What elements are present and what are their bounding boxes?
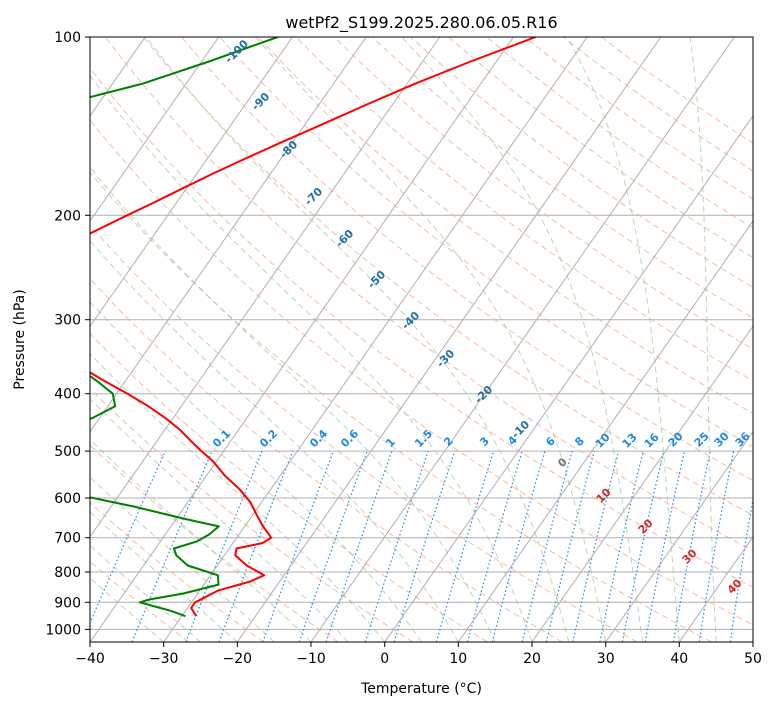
moist-adiabat-line <box>90 301 422 642</box>
dry-adiabat-line <box>333 37 753 350</box>
dry-adiabat-line <box>600 37 753 144</box>
moist-adiabats <box>90 37 717 642</box>
mixing-ratio-line <box>364 450 429 642</box>
mixing-ratio-line <box>621 450 665 642</box>
x-tick-label: 0 <box>380 651 389 667</box>
x-tick-label: −30 <box>149 651 179 667</box>
plot-frame <box>89 36 754 643</box>
y-axis-title: Pressure (hPa) <box>12 289 28 389</box>
y-tick-label: 900 <box>54 595 81 611</box>
mixing-ratio-line <box>90 450 166 625</box>
x-tick-label: 40 <box>670 651 688 667</box>
isotherm-line <box>90 37 220 222</box>
x-tick-label: 30 <box>597 651 615 667</box>
dry-adiabat-line <box>524 37 753 200</box>
mixing-ratio-line <box>131 450 213 642</box>
isotherm-line <box>90 37 367 433</box>
mixing-ratio-line <box>325 450 393 642</box>
dry-adiabat-line <box>90 502 264 642</box>
isotherm-line <box>531 325 753 642</box>
moist-adiabat-line <box>90 476 275 642</box>
x-axis-ticks: −40 −30 −20 −10 0 10 20 30 40 50 <box>75 642 762 667</box>
dry-adiabat-line <box>448 37 753 259</box>
mixing-ratio-line <box>491 450 546 642</box>
dry-adiabat-line <box>90 278 563 642</box>
y-tick-label: 1000 <box>45 622 81 638</box>
x-tick-label: 50 <box>744 651 762 667</box>
isotherm-line <box>310 37 735 642</box>
mixing-ratio-line <box>466 450 523 642</box>
dry-adiabats <box>90 37 753 642</box>
plot-background <box>90 37 753 642</box>
moist-adiabat-line <box>401 37 643 642</box>
data-series <box>90 37 536 618</box>
dewpoint-line <box>90 37 279 618</box>
temperature-line <box>90 37 536 617</box>
mixing-ratio-line <box>599 450 644 642</box>
dry-adiabat-line <box>90 444 339 642</box>
moist-adiabat-line <box>90 398 349 642</box>
y-axis-ticks: 100 200 300 400 500 600 700 800 900 1000 <box>45 30 90 638</box>
dry-adiabat-line <box>104 37 753 552</box>
isotherm-line <box>384 114 753 642</box>
mixing-ratio-line <box>393 450 456 642</box>
y-tick-label: 200 <box>54 208 81 224</box>
dry-adiabat-line <box>90 171 712 642</box>
dry-adiabat-line <box>562 37 753 172</box>
y-tick-label: 300 <box>54 313 81 329</box>
moist-adiabat-line <box>255 37 607 642</box>
chart-title: wetPf2_S199.2025.280.06.05.R16 <box>285 13 557 33</box>
x-axis-title: Temperature (°C) <box>360 681 482 697</box>
moist-adiabat-line <box>90 352 386 642</box>
isotherm-line <box>163 37 588 642</box>
mixing-ratio-line <box>435 450 495 642</box>
isotherm-line <box>457 220 753 642</box>
moist-adiabat-line <box>90 166 496 642</box>
x-tick-label: −40 <box>75 651 105 667</box>
y-tick-label: 700 <box>54 531 81 547</box>
isotherm-line <box>236 37 662 642</box>
isotherm-line <box>605 430 753 642</box>
y-tick-label: 500 <box>54 444 81 460</box>
isotherm-line <box>678 535 753 642</box>
moist-adiabat-line <box>90 74 533 642</box>
dry-adiabat-line <box>143 37 753 516</box>
y-tick-label: 800 <box>54 565 81 581</box>
isotherms <box>90 37 753 642</box>
mixing-ratio-line <box>521 450 573 642</box>
y-tick-label: 100 <box>54 30 81 46</box>
isotherm-line <box>90 37 514 642</box>
mixing-ratio-line <box>298 450 368 642</box>
x-tick-label: 20 <box>523 651 541 667</box>
moist-adiabat-line <box>689 37 717 642</box>
y-tick-label: 400 <box>54 387 81 403</box>
x-tick-label: −10 <box>296 651 326 667</box>
moist-adiabat-line <box>566 37 680 642</box>
mixing-ratio-line <box>698 450 735 642</box>
dry-adiabat-line <box>90 119 753 626</box>
y-tick-label: 600 <box>54 491 81 507</box>
mixing-ratio-line <box>672 450 711 642</box>
x-tick-label: −20 <box>223 651 253 667</box>
isotherm-line <box>90 37 293 328</box>
moist-adiabat-line <box>90 240 459 642</box>
dry-adiabat-line <box>90 67 753 588</box>
dry-adiabat-line <box>295 37 753 382</box>
moist-adiabat-line <box>145 37 570 642</box>
dry-adiabat-line <box>90 224 638 642</box>
mixing-ratio-line <box>644 450 686 642</box>
x-tick-label: 10 <box>449 651 467 667</box>
dry-adiabat-line <box>90 332 488 642</box>
dry-adiabat-line <box>257 37 753 414</box>
isotherm-line <box>90 37 441 538</box>
dry-adiabat-line <box>486 37 753 229</box>
